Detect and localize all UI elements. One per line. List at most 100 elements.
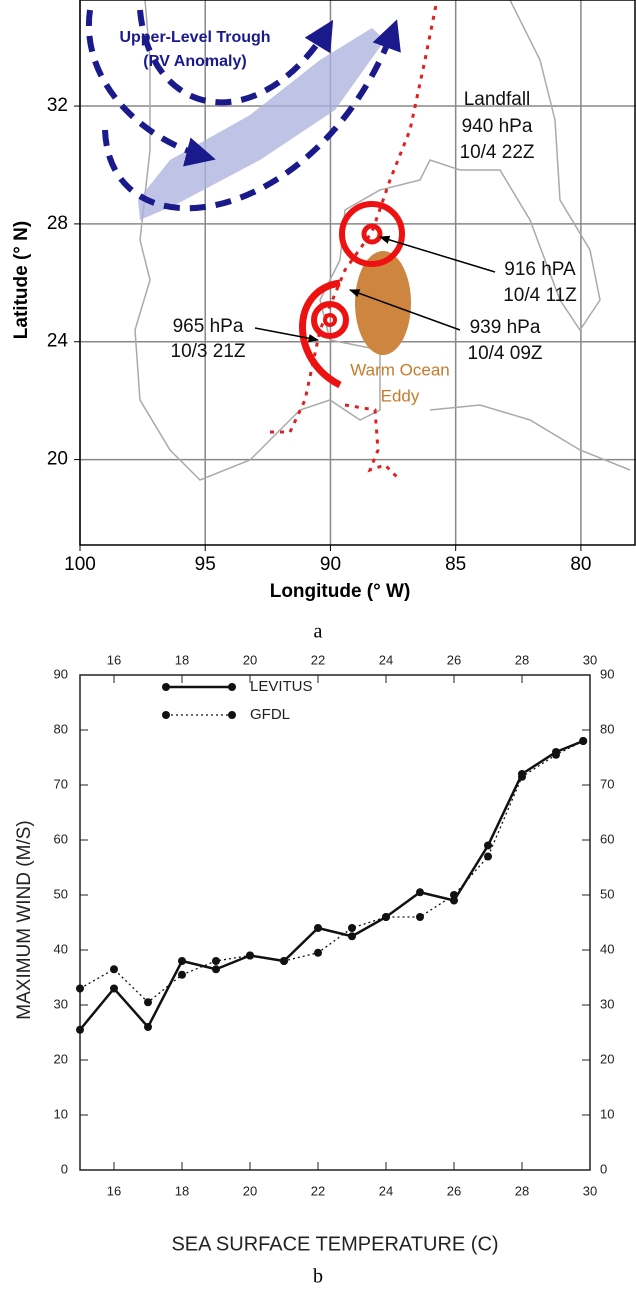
trough-arrow	[137, 9, 334, 106]
right-tick-label: 0	[600, 1161, 607, 1176]
x-tick-label: 85	[445, 554, 466, 575]
point	[348, 932, 356, 941]
annotation: Warm Ocean	[350, 360, 450, 379]
storm-track	[344, 403, 402, 482]
y-tick-label: 10	[54, 1106, 68, 1121]
top-tick-label: 30	[583, 652, 597, 667]
y-tick-label: 32	[47, 95, 68, 116]
coastline	[134, 0, 601, 481]
right-tick-label: 10	[600, 1106, 614, 1121]
x-tick-label: 16	[107, 1183, 121, 1198]
point	[76, 1025, 84, 1034]
point	[280, 957, 288, 965]
x-axis-label: SEA SURFACE TEMPERATURE (C)	[171, 1233, 498, 1255]
right-tick-label: 60	[600, 831, 614, 846]
right-tick-label: 40	[600, 941, 614, 956]
point	[212, 957, 220, 965]
right-tick-label: 80	[600, 721, 614, 736]
annotation: 939 hPa	[470, 317, 541, 338]
point	[144, 998, 152, 1007]
warm-eddy	[355, 251, 411, 355]
x-tick-label: 22	[311, 1183, 325, 1198]
legend-marker	[162, 683, 170, 691]
y-tick-label: 60	[54, 831, 68, 846]
x-tick-label: 20	[243, 1183, 257, 1198]
point	[416, 913, 424, 921]
annotation: 10/4 11Z	[503, 285, 577, 306]
point	[348, 924, 356, 932]
trough-band	[138, 28, 385, 220]
point	[416, 888, 424, 897]
annotation: Upper-Level Trough	[119, 29, 270, 46]
point	[552, 750, 560, 759]
annotation: 10/4 22Z	[460, 142, 535, 163]
plot-frame	[79, 674, 591, 1171]
y-tick-label: 80	[54, 721, 68, 736]
point	[246, 951, 254, 960]
point	[314, 924, 322, 932]
point	[484, 852, 492, 861]
plot-frame	[79, 0, 636, 546]
right-tick-label: 50	[600, 886, 614, 901]
point	[518, 772, 526, 781]
x-tick-label: 90	[320, 554, 341, 575]
top-tick-label: 20	[243, 652, 257, 667]
y-tick-label: 0	[61, 1161, 68, 1176]
top-tick-label: 26	[447, 652, 461, 667]
y-tick-label: 20	[54, 1051, 68, 1066]
x-tick-label: 95	[195, 554, 216, 575]
x-tick-label: 80	[570, 554, 591, 575]
x-tick-label: 18	[175, 1183, 189, 1198]
x-tick-label: 30	[583, 1183, 597, 1198]
pointer	[378, 235, 496, 273]
y-tick-label: 70	[54, 776, 68, 791]
point	[484, 841, 492, 850]
point	[178, 970, 186, 979]
point	[178, 957, 186, 965]
y-tick-label: 40	[54, 941, 68, 956]
annotation: 10/4 09Z	[468, 343, 543, 364]
trough-arrow	[102, 19, 401, 212]
x-tick-label: 24	[379, 1183, 393, 1198]
x-tick-label: 100	[64, 554, 96, 575]
point	[110, 965, 118, 974]
annotation: Eddy	[381, 386, 420, 405]
annotation: Landfall	[464, 89, 531, 110]
map: Upper-Level Trough (PV Anomaly) Landfall…	[11, 0, 636, 643]
point	[110, 984, 118, 993]
storm-ring	[299, 279, 342, 389]
coastline	[429, 404, 631, 471]
point	[450, 891, 458, 899]
y-tick-label: 90	[54, 666, 68, 681]
top-tick-label: 24	[379, 652, 393, 667]
legend-marker	[162, 711, 170, 719]
point	[76, 984, 84, 993]
top-tick-label: 28	[515, 652, 529, 667]
point	[212, 965, 220, 974]
annotation: 965 hPa	[173, 316, 244, 337]
annotation: 10/3 21Z	[171, 341, 246, 362]
top-tick-label: 18	[175, 652, 189, 667]
y-tick-label: 30	[54, 996, 68, 1011]
pointer	[254, 327, 320, 343]
annotation: 940 hPa	[462, 116, 533, 137]
point	[450, 896, 458, 905]
series-line	[79, 740, 584, 1004]
y-tick-label: 28	[47, 213, 68, 234]
y-axis-label: MAXIMUM WIND (M/S)	[14, 820, 35, 1019]
x-tick-label: 28	[515, 1183, 529, 1198]
top-tick-label: 16	[107, 652, 121, 667]
point	[144, 1023, 152, 1031]
y-tick-label: 24	[47, 331, 69, 352]
top-tick-label: 22	[311, 652, 325, 667]
legend-label: LEVITUS	[250, 678, 313, 695]
x-tick-label: 26	[447, 1183, 461, 1198]
point	[579, 737, 588, 745]
point	[382, 913, 390, 921]
x-axis-label: Longitude (° W)	[270, 581, 411, 602]
storm-ring	[339, 201, 405, 267]
storm-ring	[311, 301, 349, 339]
y-tick-label: 50	[54, 886, 68, 901]
